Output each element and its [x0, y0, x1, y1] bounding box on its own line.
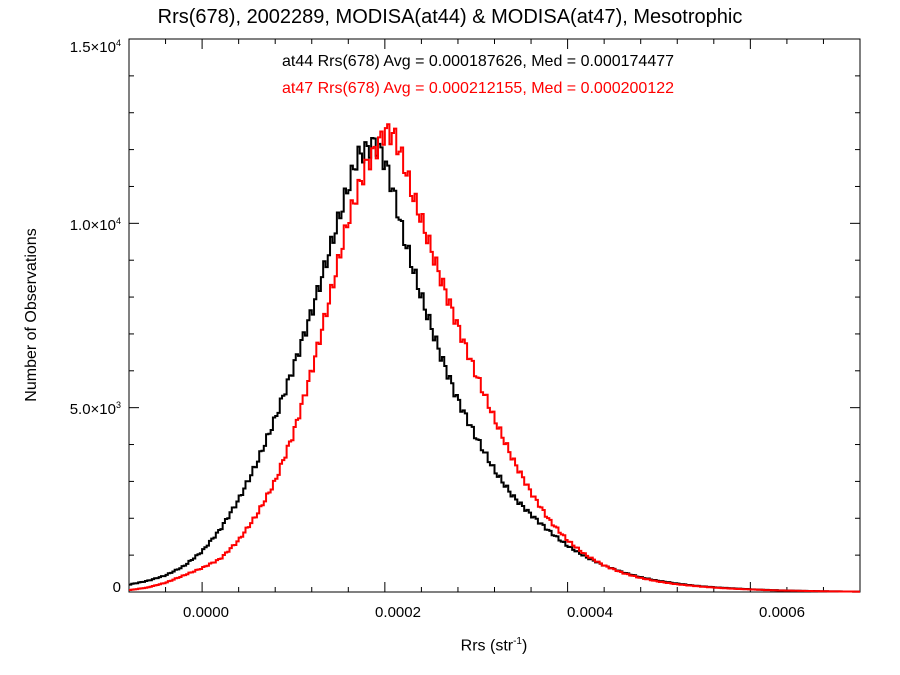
y-tick-label: 1.5×104	[70, 38, 121, 56]
y-tick-exponent: 4	[115, 38, 121, 48]
plot-frame	[128, 38, 861, 593]
x-tick-label: 0.0004	[567, 604, 613, 621]
y-tick-exponent: 4	[115, 216, 121, 226]
y-tick-label: 0	[113, 578, 121, 596]
x-axis-label-exponent: -1	[513, 636, 523, 647]
y-tick-label: 5.0×103	[70, 400, 121, 418]
y-tick-mantissa: 1.5×10	[69, 39, 116, 56]
x-tick-label: 0.0002	[375, 604, 421, 621]
y-tick-label: 1.0×104	[70, 216, 121, 234]
y-tick-exponent: 3	[115, 400, 121, 410]
stat-at47: at47 Rrs(678) Avg = 0.000212155, Med = 0…	[282, 80, 675, 97]
x-tick-label: 0.0006	[759, 604, 805, 621]
y-tick-mantissa: 0	[112, 579, 121, 596]
stat-at44: at44 Rrs(678) Avg = 0.000187626, Med = 0…	[282, 53, 675, 70]
x-axis-label-end: )	[522, 637, 528, 655]
series-at44-histogram	[129, 137, 860, 593]
x-axis-label-main: Rrs (str	[460, 637, 514, 655]
x-tick-label: 0.0000	[183, 604, 229, 621]
chart-title: Rrs(678), 2002289, MODISA(at44) & MODISA…	[157, 6, 743, 28]
series-at47-histogram	[129, 123, 860, 593]
x-axis-label: Rrs (str-1)	[461, 636, 528, 655]
y-tick-mantissa: 1.0×10	[69, 217, 116, 234]
y-tick-mantissa: 5.0×10	[69, 401, 116, 418]
